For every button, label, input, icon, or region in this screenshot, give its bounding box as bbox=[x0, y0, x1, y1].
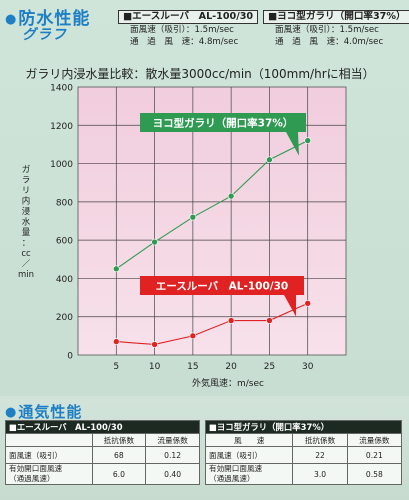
series-layer bbox=[112, 137, 312, 348]
section2-title: 通気性能 bbox=[18, 403, 83, 421]
data-point bbox=[304, 137, 312, 144]
y-tick-label: 1000 bbox=[50, 160, 73, 170]
x-tick-label: 25 bbox=[264, 362, 275, 372]
y-axis-label-char: 内 bbox=[22, 196, 31, 207]
y-axis-label-char: 水 bbox=[22, 217, 31, 228]
spec-ace-row: 面風速（吸引）：1.5m/sec bbox=[130, 25, 234, 35]
y-tick-label: 800 bbox=[56, 198, 73, 208]
chart-title: ガラリ内浸水量比較：散水量3000cc/min（100mm/hrに相当） bbox=[25, 66, 374, 81]
x-axis: 5 10 15 20 25 30 bbox=[113, 362, 313, 372]
y-axis-label-char: ラ bbox=[22, 176, 31, 186]
legend-box bbox=[140, 113, 306, 132]
table-cell: 0.58 bbox=[346, 463, 403, 485]
table-cell: 22 bbox=[292, 446, 348, 464]
table-cell: 有効開口面風速 （通過風速） bbox=[5, 463, 93, 485]
y-axis-label-char: ： bbox=[22, 239, 31, 249]
y-axis-label-char: cc bbox=[21, 249, 31, 259]
table-cell: 0.12 bbox=[145, 446, 200, 464]
y-tick-label: 400 bbox=[56, 275, 73, 285]
y-tick-label: 0 bbox=[67, 352, 73, 362]
y-axis-label-char: min bbox=[18, 270, 34, 280]
y-axis-label-char: 量 bbox=[22, 228, 31, 238]
table-header-cell: 流量係数 bbox=[346, 433, 403, 447]
spec-ace-row: 通 過 風 速：4.8m/sec bbox=[130, 37, 239, 47]
data-point bbox=[227, 317, 235, 324]
bullet-icon: ● bbox=[5, 12, 18, 27]
spec-yoko-row: 通 過 風 速：4.0m/sec bbox=[275, 37, 384, 47]
section1-subtitle: グラフ bbox=[22, 27, 67, 43]
spec-yoko-row: 面風速（吸引）：1.5m/sec bbox=[275, 25, 379, 35]
data-point bbox=[151, 238, 158, 246]
table-row: 有効開口面風速 （通過風速） 3.0 0.58 bbox=[204, 463, 403, 485]
section-subtitle-graph: グラフ bbox=[22, 24, 67, 44]
legend-layer: ヨコ型ガラリ（開口率37%） エースルーバ AL-100/30 bbox=[140, 113, 306, 317]
section1-title: 防水性能 bbox=[18, 9, 91, 29]
section-title-ventilation: ●通気性能 bbox=[5, 401, 82, 422]
x-tick-label: 20 bbox=[225, 362, 237, 372]
legend-box bbox=[140, 276, 304, 295]
ventilation-panel: ●通気性能 ■エースルーバ AL-100/30 抵抗係数 流量係数 面風速（吸引… bbox=[0, 398, 409, 500]
table-header-cell bbox=[5, 433, 93, 447]
ventilation-table-ace: ■エースルーバ AL-100/30 抵抗係数 流量係数 面風速（吸引） 68 0… bbox=[5, 420, 200, 485]
x-tick-label: 15 bbox=[187, 362, 198, 372]
table-cell: 3.0 bbox=[292, 463, 348, 485]
data-point bbox=[266, 317, 273, 324]
x-axis-label: 外気風速：m/sec bbox=[192, 377, 264, 389]
spec-box-yoko: ■ヨコ型ガラリ（開口率37%） 面風速（吸引）：1.5m/sec 通 過 風 速… bbox=[263, 10, 409, 48]
table-cell: 0.21 bbox=[346, 446, 403, 464]
y-axis-label: ガラリ内浸水量：cc／min bbox=[18, 164, 34, 280]
table-header-cell: 流量係数 bbox=[145, 433, 200, 447]
table-cell: 0.40 bbox=[145, 463, 200, 485]
y-axis-label-char: 浸 bbox=[22, 207, 31, 217]
y-axis-label-char: ／ bbox=[22, 260, 31, 270]
table-header-cell: 抵抗係数 bbox=[91, 433, 147, 447]
table-row: 有効開口面風速 （通過風速） 6.0 0.40 bbox=[5, 463, 200, 485]
data-point bbox=[304, 300, 312, 307]
table-cell: 面風速（吸引） bbox=[204, 446, 294, 464]
y-tick-label: 600 bbox=[56, 237, 73, 247]
section-title-waterproof: ●防水性能 bbox=[5, 4, 90, 29]
bullet-icon: ● bbox=[5, 405, 18, 420]
legend-label: ヨコ型ガラリ（開口率37%） bbox=[153, 117, 294, 130]
table-header-cell: 風 速 bbox=[204, 433, 294, 447]
spec-box-ace: ■エースルーバ AL-100/30 面風速（吸引）：1.5m/sec 通 過 風… bbox=[118, 10, 259, 48]
x-tick-label: 10 bbox=[149, 362, 161, 372]
table-cell: 有効開口面風速 （通過風速） bbox=[204, 463, 294, 485]
ventilation-table-yoko: ■ヨコ型ガラリ（開口率37%） 風 速 抵抗係数 流量係数 面風速（吸引） 22… bbox=[204, 420, 403, 485]
water-intrusion-chart: ガラリ内浸水量比較：散水量3000cc/min（100mm/hrに相当） 0 20… bbox=[18, 66, 375, 389]
spec-ace-header: ■エースルーバ AL-100/30 bbox=[118, 10, 259, 24]
legend-pointer bbox=[286, 132, 299, 156]
table-cell: 6.0 bbox=[91, 463, 147, 485]
x-tick-label: 5 bbox=[113, 362, 119, 372]
data-point bbox=[189, 332, 197, 340]
table-row: 面風速（吸引） 68 0.12 bbox=[5, 446, 200, 464]
data-point bbox=[112, 338, 120, 345]
y-tick-label: 1200 bbox=[50, 122, 73, 132]
waterproof-panel: ●防水性能 グラフ ■エースルーバ AL-100/30 面風速（吸引）：1.5m… bbox=[0, 0, 409, 396]
table-cell: 68 bbox=[91, 446, 147, 464]
data-point bbox=[266, 156, 273, 164]
legend-label: エースルーバ AL-100/30 bbox=[156, 281, 288, 293]
y-axis: 0 200 400 600 800 1000 1200 1400 bbox=[50, 84, 73, 362]
table-cell: 面風速（吸引） bbox=[5, 446, 93, 464]
y-tick-label: 1400 bbox=[50, 84, 73, 94]
data-point bbox=[227, 192, 235, 200]
table-yoko-brand: ■ヨコ型ガラリ（開口率37%） bbox=[205, 420, 402, 434]
series-line-0 bbox=[115, 140, 308, 270]
data-point bbox=[151, 341, 158, 348]
x-tick-label: 30 bbox=[302, 362, 314, 372]
table-header-cell: 抵抗係数 bbox=[292, 433, 348, 447]
legend-pointer bbox=[284, 295, 296, 317]
series-line-1 bbox=[116, 302, 308, 346]
table-ace-brand: ■エースルーバ AL-100/30 bbox=[5, 420, 200, 434]
data-point bbox=[112, 265, 120, 273]
spec-yoko-header: ■ヨコ型ガラリ（開口率37%） bbox=[263, 10, 409, 24]
data-point bbox=[189, 213, 197, 221]
y-axis-label-char: リ bbox=[22, 186, 31, 196]
y-tick-label: 200 bbox=[56, 313, 73, 323]
y-axis-label-char: ガ bbox=[22, 164, 31, 175]
table-row: 面風速（吸引） 22 0.21 bbox=[204, 446, 403, 464]
